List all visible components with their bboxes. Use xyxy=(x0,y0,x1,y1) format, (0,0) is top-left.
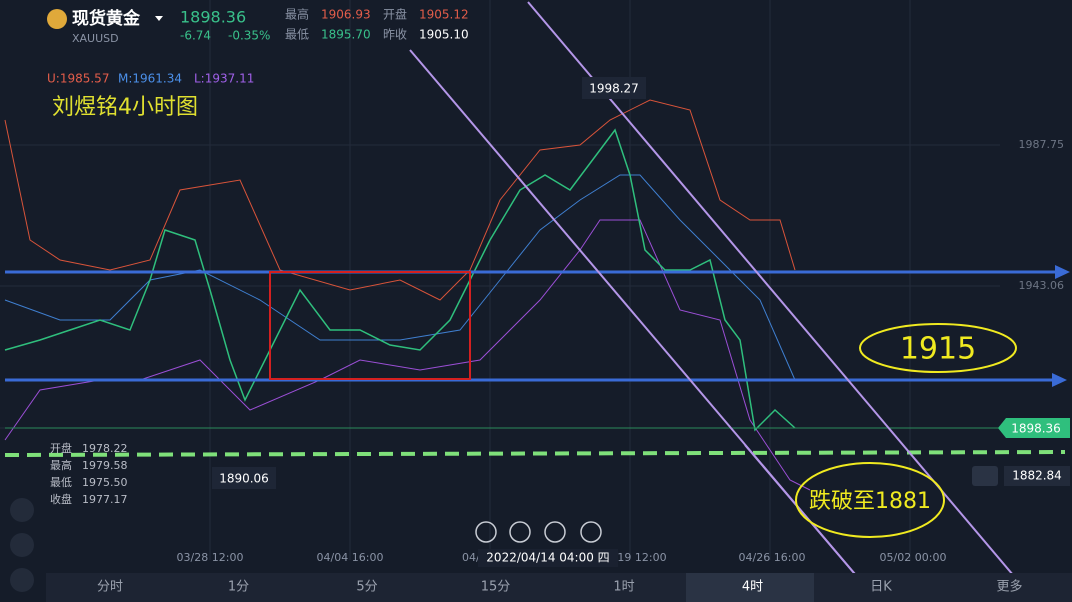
stat-value: 1906.93 xyxy=(321,8,371,22)
ohlc-label: 开盘 xyxy=(50,441,72,455)
gold-icon xyxy=(47,9,67,29)
symbol: XAUUSD xyxy=(72,32,119,45)
lower-label: L:1937.11 xyxy=(194,72,254,86)
level-note: 1915 xyxy=(900,332,976,367)
middle-band xyxy=(4,174,796,381)
arrow xyxy=(1052,373,1067,387)
time-label: 03/28 12:00 xyxy=(177,551,244,564)
axis-label: 1987.75 xyxy=(1019,138,1065,151)
ellipse xyxy=(795,462,945,538)
tool-button[interactable] xyxy=(10,533,34,557)
tool-button[interactable] xyxy=(10,568,34,592)
price-line xyxy=(4,128,796,432)
tab[interactable]: 4时 xyxy=(742,580,763,595)
stat-value: 1905.10 xyxy=(419,28,469,42)
target-note: 跌破至1881 xyxy=(809,489,931,514)
ellipse xyxy=(859,323,1017,373)
next[interactable] xyxy=(544,521,566,543)
arrow xyxy=(1055,265,1070,279)
axis-label: 1943.06 xyxy=(1019,279,1065,292)
time-label: 2022/04/14 04:00 四 xyxy=(486,551,609,565)
tab[interactable]: 日K xyxy=(870,580,892,595)
high-label: 1998.27 xyxy=(589,82,639,96)
range-box xyxy=(269,271,471,380)
chart-note: 刘煜铭4小时图 xyxy=(52,95,198,120)
label-box xyxy=(582,77,646,99)
instrument-name[interactable]: 现货黄金 xyxy=(72,8,141,29)
tab-bar xyxy=(46,573,1072,602)
dashed-level xyxy=(4,450,1066,457)
dropdown[interactable] xyxy=(155,16,163,21)
tab[interactable]: 1分 xyxy=(228,580,249,595)
price: 1898.36 xyxy=(180,8,246,27)
zoom-controls xyxy=(475,521,602,543)
zoom-in[interactable] xyxy=(580,521,602,543)
stat-label: 最高 xyxy=(285,7,309,22)
stat-label: 昨收 xyxy=(383,28,407,42)
cursor-price: 1882.84 xyxy=(1012,469,1062,483)
stat-label: 开盘 xyxy=(383,7,407,22)
change: -6.74 xyxy=(180,29,211,43)
time-label: 05/02 00:00 xyxy=(880,551,947,564)
tab[interactable]: 更多 xyxy=(996,579,1022,595)
upper-band xyxy=(4,99,796,301)
current-price: 1898.36 xyxy=(1011,422,1061,436)
ohlc-value: 1979.58 xyxy=(82,459,128,472)
ohlc-label: 最低 xyxy=(50,476,72,489)
cursor-tag xyxy=(1004,466,1070,486)
stat-label: 最低 xyxy=(285,28,309,42)
middle-label: M:1961.34 xyxy=(118,72,182,86)
tab[interactable]: 15分 xyxy=(481,580,511,595)
percent: -0.35% xyxy=(228,29,270,43)
crosshair-time-box xyxy=(478,549,618,567)
time-label: 04/26 16:00 xyxy=(739,551,806,564)
tab[interactable]: 5分 xyxy=(356,580,377,595)
time-label: 19 12:00 xyxy=(617,551,666,564)
ohlc-label: 收盘 xyxy=(50,492,72,506)
low-label: 1890.06 xyxy=(219,472,269,486)
channel xyxy=(409,1,1031,596)
ohlc-value: 1978.22 xyxy=(82,442,128,455)
current-price-tag xyxy=(998,418,1070,438)
active-tab xyxy=(686,573,814,602)
alert-button[interactable] xyxy=(972,466,998,486)
ohlc-label: 最高 xyxy=(50,458,72,472)
label-box xyxy=(212,467,276,489)
tab[interactable]: 1时 xyxy=(613,580,634,595)
prev[interactable] xyxy=(509,521,531,543)
tool-button[interactable] xyxy=(10,498,34,522)
upper-label: U:1985.57 xyxy=(47,72,109,86)
stat-value: 1905.12 xyxy=(419,8,469,22)
stat-value: 1895.70 xyxy=(321,28,371,42)
tab[interactable]: 分时 xyxy=(97,580,123,595)
ohlc-value: 1975.50 xyxy=(82,476,128,489)
time-label: 04/04 16:00 xyxy=(317,551,384,564)
ohlc-value: 1977.17 xyxy=(82,493,128,506)
zoom-out[interactable] xyxy=(475,521,497,543)
